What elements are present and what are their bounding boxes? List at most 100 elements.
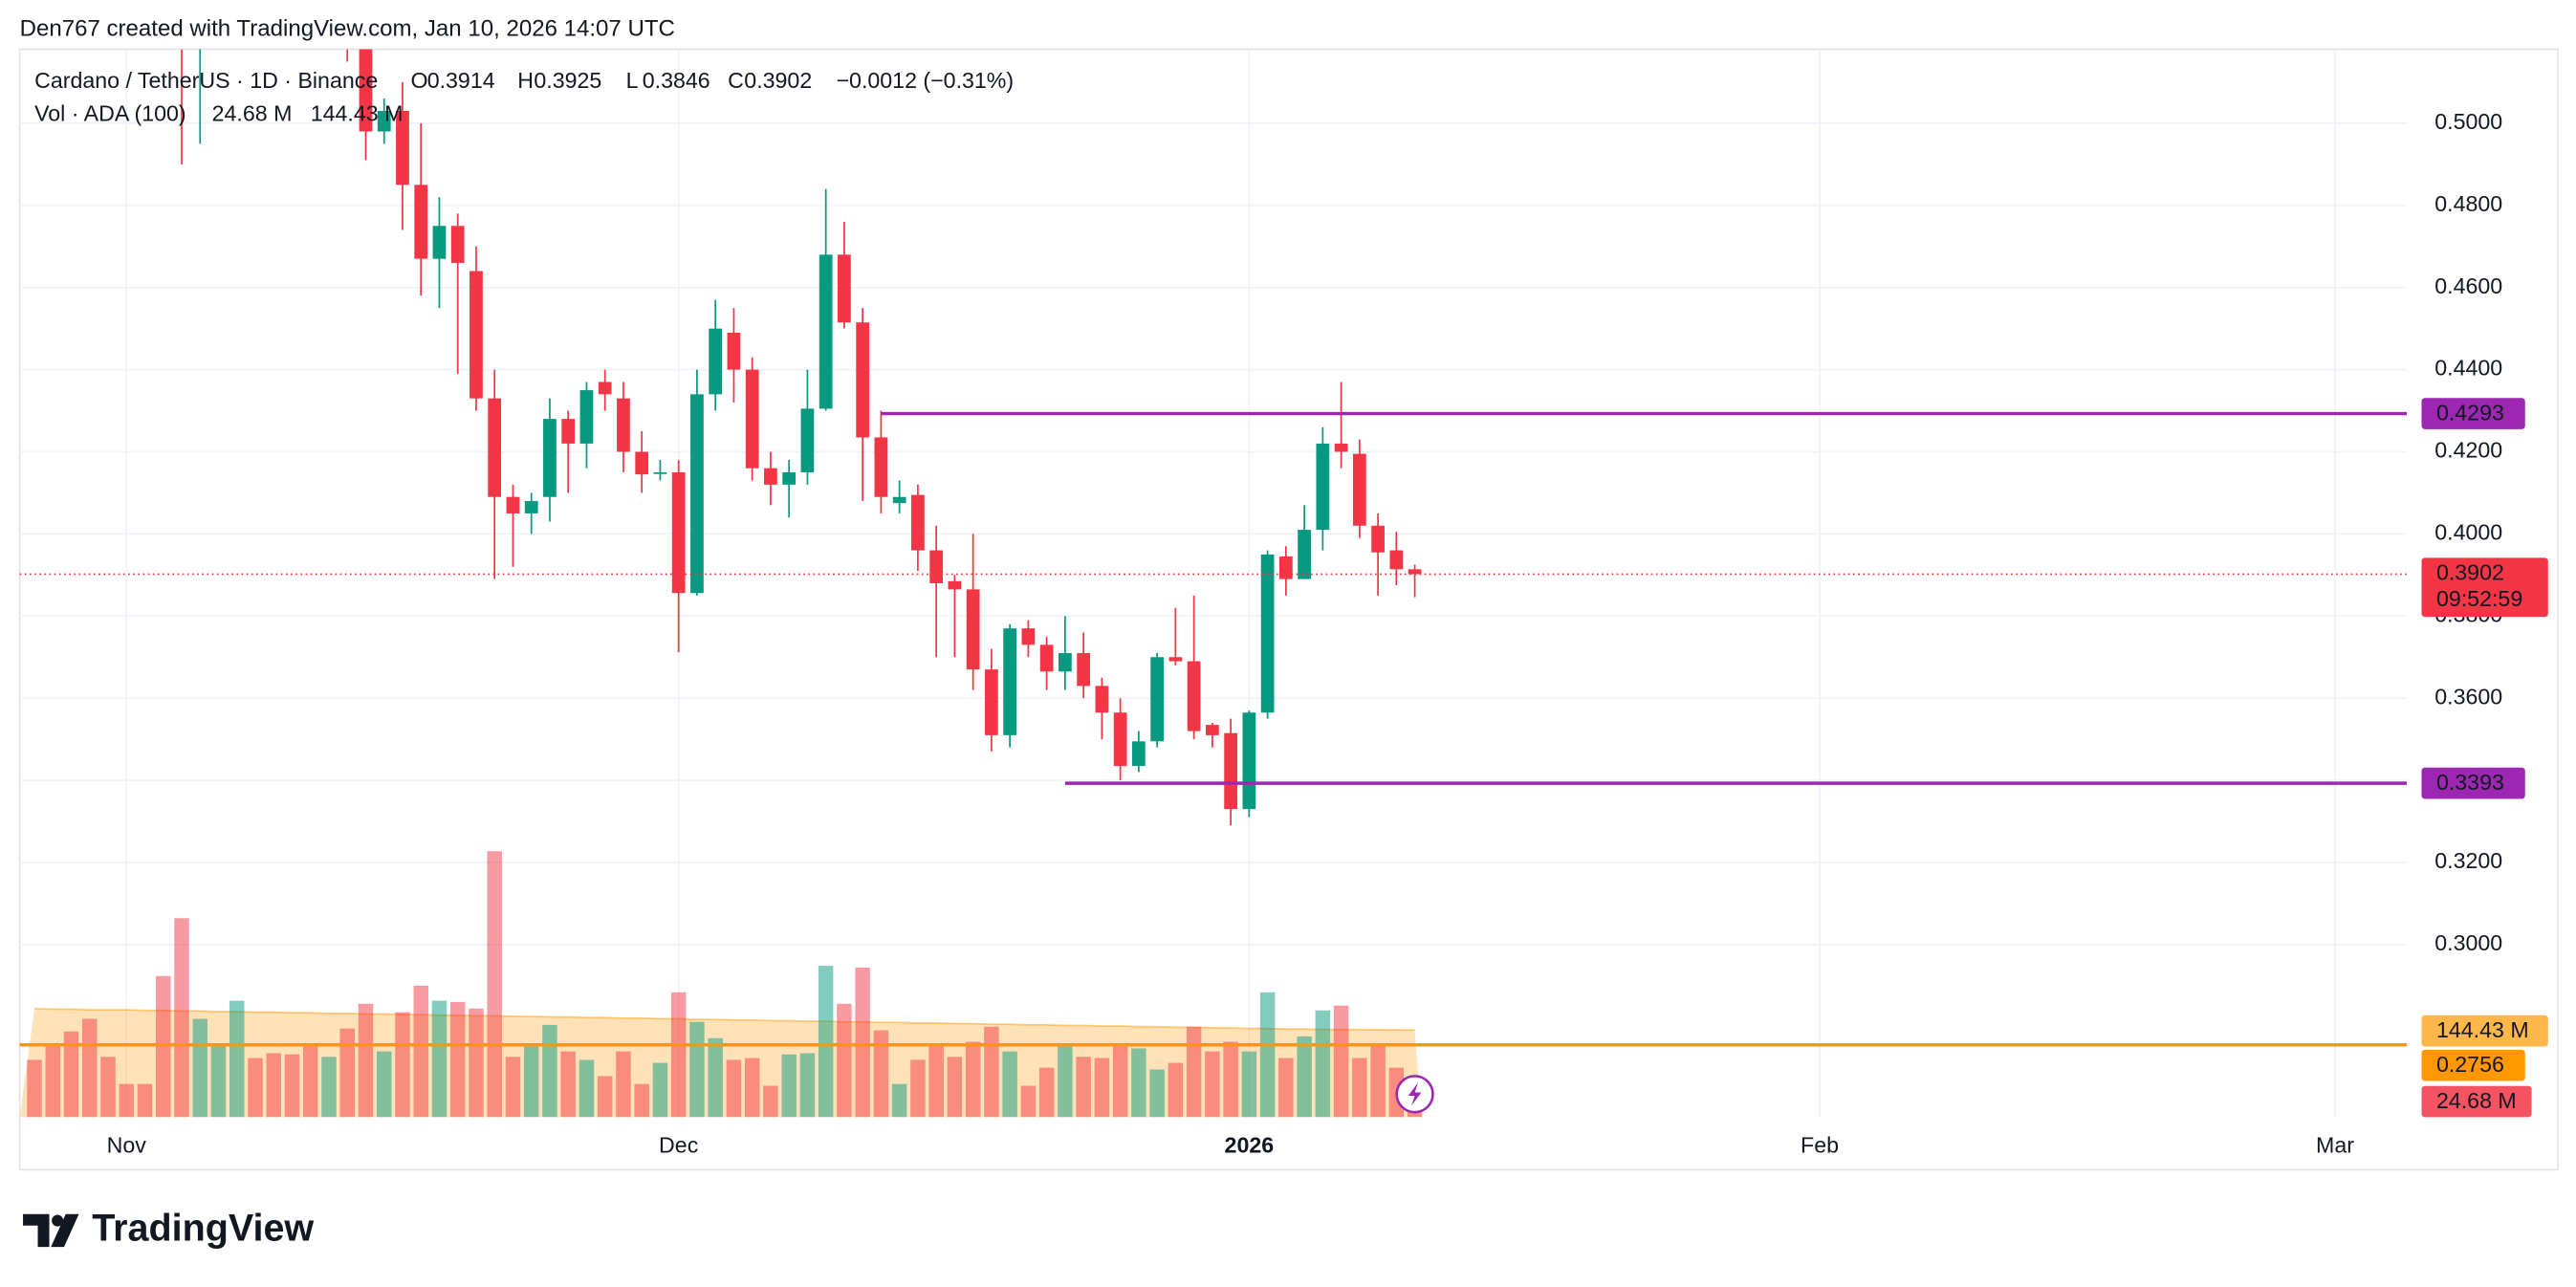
volume-bar — [726, 1059, 742, 1118]
candle-body — [1168, 657, 1183, 662]
volume-bar — [1278, 1058, 1294, 1118]
volume-bar — [1112, 1046, 1128, 1118]
ma-price-box — [2421, 1049, 2525, 1081]
candle-body — [1113, 712, 1127, 767]
volume-bar — [855, 967, 870, 1118]
volume-bar — [1241, 1051, 1257, 1118]
y-tick-label: 0.4000 — [2434, 520, 2502, 545]
volume-bar — [873, 1030, 889, 1118]
volume-bar — [284, 1054, 300, 1118]
chart-frame — [18, 48, 2559, 1171]
candle-body — [1224, 732, 1237, 810]
volume-bar — [1020, 1085, 1037, 1118]
volume-bar — [891, 1083, 907, 1118]
alert-icon — [1408, 1082, 1422, 1106]
candle-body — [543, 419, 557, 497]
legend-value: 0.3914 — [427, 68, 495, 93]
logo-icon — [52, 1214, 64, 1227]
candle-body — [671, 471, 686, 594]
candle-body — [948, 580, 962, 590]
volume-bar — [100, 1057, 116, 1118]
volume-bar — [248, 1058, 263, 1118]
volume-ma-label-box — [2421, 1014, 2548, 1047]
volume-bar — [1205, 1051, 1220, 1118]
candle-body — [377, 110, 391, 132]
candle-body — [1003, 628, 1017, 735]
volume-bar — [910, 1059, 926, 1118]
volume-bar — [965, 1041, 981, 1118]
candle-body — [396, 110, 409, 185]
candle-body — [1021, 628, 1036, 645]
volume-bar — [45, 1046, 60, 1118]
volume-bar — [1259, 992, 1276, 1118]
x-tick-label: Dec — [659, 1132, 698, 1157]
candle-body — [359, 49, 373, 132]
last-price-label: 0.3902 — [2436, 560, 2504, 585]
candle-body — [1298, 530, 1311, 579]
candle-body — [1187, 661, 1201, 731]
candle-body — [561, 419, 576, 444]
volume-bar — [358, 1003, 374, 1118]
volume-bar — [431, 1000, 448, 1118]
candle-body — [506, 496, 520, 513]
volume-bar — [266, 1053, 281, 1118]
header: Den767 created with TradingView.com, Jan… — [20, 15, 675, 41]
volume-bar — [523, 1044, 539, 1118]
candle-body — [1205, 725, 1219, 735]
candle-body — [1316, 443, 1330, 531]
volume-bar — [302, 1046, 318, 1118]
legend-value: 0.3846 — [643, 68, 710, 93]
volume-bar — [119, 1083, 134, 1118]
volume-bar — [1352, 1058, 1367, 1118]
candle-body — [727, 332, 741, 370]
volume-bar — [634, 1083, 649, 1118]
candle-body — [488, 398, 502, 497]
volume-bar — [1002, 1051, 1017, 1118]
volume-label: 24.68 M — [2436, 1088, 2517, 1113]
volume-bar — [376, 1051, 392, 1118]
candle-body — [782, 471, 797, 485]
y-tick-label: 0.3600 — [2434, 684, 2502, 709]
candle-body — [1150, 657, 1164, 742]
volume-bar — [1038, 1067, 1055, 1118]
volume-bar — [395, 1012, 410, 1118]
volume-bar — [63, 1031, 79, 1118]
plot-area — [19, 49, 1423, 1118]
volume-bar — [984, 1026, 999, 1118]
candle-body — [432, 226, 447, 259]
volume-bar — [1223, 1041, 1238, 1118]
volume-bar — [560, 1051, 576, 1118]
volume-bar — [616, 1051, 631, 1118]
candle-body — [1132, 741, 1146, 767]
price-label-box — [2421, 767, 2525, 799]
price-label: 0.3393 — [2436, 770, 2504, 795]
candle-body — [1095, 686, 1109, 713]
y-tick-label: 0.3200 — [2434, 848, 2502, 873]
volume-bar — [579, 1059, 595, 1118]
volume-bar — [1149, 1069, 1165, 1118]
y-tick-label: 0.4400 — [2434, 356, 2502, 381]
volume-bar — [1297, 1036, 1312, 1118]
legend-key: O — [411, 68, 428, 93]
volume-bar — [1186, 1026, 1202, 1118]
volume-bar — [229, 1000, 245, 1118]
candle-body — [598, 382, 612, 395]
volume-bar — [505, 1057, 521, 1118]
legend-key: L — [626, 68, 639, 93]
candle-body — [579, 390, 594, 444]
candle-body — [1059, 652, 1072, 672]
candle-body — [414, 185, 428, 259]
volume-bar — [597, 1076, 613, 1118]
legend-key: C — [728, 68, 744, 93]
ma-price-label: 0.2756 — [2436, 1052, 2504, 1077]
x-tick-label: Feb — [1801, 1132, 1839, 1157]
volume-bar — [1131, 1048, 1146, 1118]
volume-bar — [1168, 1062, 1184, 1118]
candle-body — [635, 451, 649, 475]
logo — [23, 1213, 79, 1248]
volume-bar — [689, 1021, 705, 1118]
candle-body — [690, 394, 704, 594]
volume-ma-line — [33, 1007, 1415, 1032]
volume-bar — [137, 1083, 153, 1118]
